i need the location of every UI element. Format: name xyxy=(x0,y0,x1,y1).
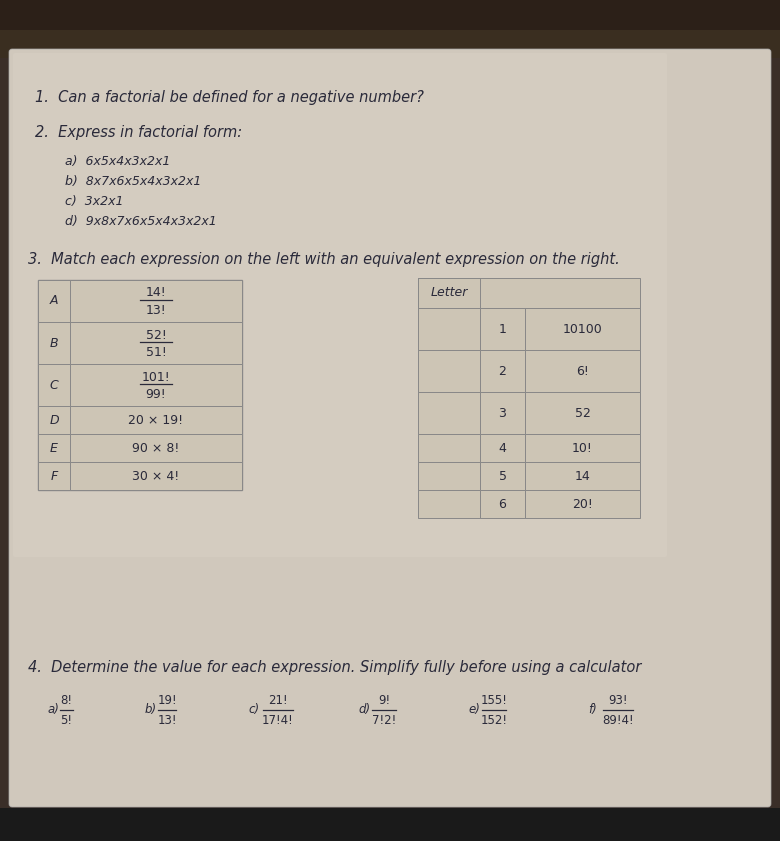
Text: 2.  Express in factorial form:: 2. Express in factorial form: xyxy=(35,125,242,140)
Bar xyxy=(38,462,242,490)
Bar xyxy=(480,392,525,434)
Text: b)  8x7x6x5x4x3x2x1: b) 8x7x6x5x4x3x2x1 xyxy=(65,175,201,188)
Text: 20 × 19!: 20 × 19! xyxy=(129,414,183,426)
Text: 6!: 6! xyxy=(576,364,589,378)
Text: B: B xyxy=(50,336,58,350)
Bar xyxy=(418,278,480,308)
Bar xyxy=(0,0,780,55)
Text: 4: 4 xyxy=(498,442,506,454)
Text: c): c) xyxy=(248,704,259,717)
Bar xyxy=(38,434,242,462)
Bar xyxy=(418,434,480,462)
Text: 93!: 93! xyxy=(608,694,628,706)
Text: 89!4!: 89!4! xyxy=(602,713,634,727)
Bar xyxy=(38,462,70,490)
FancyBboxPatch shape xyxy=(13,53,667,557)
Bar xyxy=(480,462,525,490)
Text: Letter: Letter xyxy=(431,287,468,299)
Bar xyxy=(38,364,242,406)
Text: 17!4!: 17!4! xyxy=(262,713,294,727)
Bar xyxy=(525,434,640,462)
Text: E: E xyxy=(50,442,58,454)
Bar xyxy=(418,462,480,490)
Text: 9!: 9! xyxy=(378,694,390,706)
Bar xyxy=(38,406,242,434)
Text: 20!: 20! xyxy=(572,498,593,510)
Text: 4.  Determine the value for each expression. Simplify fully before using a calcu: 4. Determine the value for each expressi… xyxy=(28,660,641,675)
Text: 13!: 13! xyxy=(146,304,166,316)
Text: e): e) xyxy=(468,704,480,717)
Bar xyxy=(38,364,70,406)
Text: 7!2!: 7!2! xyxy=(372,713,396,727)
Text: 2: 2 xyxy=(498,364,506,378)
Text: 99!: 99! xyxy=(146,388,166,400)
FancyBboxPatch shape xyxy=(9,49,771,807)
Text: D: D xyxy=(49,414,58,426)
Text: 8!: 8! xyxy=(60,694,72,706)
Bar xyxy=(418,308,480,350)
Text: b): b) xyxy=(145,704,157,717)
Bar xyxy=(418,490,480,518)
Text: c)  3x2x1: c) 3x2x1 xyxy=(65,195,123,208)
Bar xyxy=(480,434,525,462)
Text: 52!: 52! xyxy=(146,329,166,341)
Text: F: F xyxy=(51,469,58,483)
Bar xyxy=(418,278,640,308)
Text: 14!: 14! xyxy=(146,287,166,299)
Bar xyxy=(38,434,70,462)
Text: 3.  Match each expression on the left with an equivalent expression on the right: 3. Match each expression on the left wit… xyxy=(28,252,620,267)
Bar xyxy=(525,490,640,518)
Bar xyxy=(525,392,640,434)
Text: d)  9x8x7x6x5x4x3x2x1: d) 9x8x7x6x5x4x3x2x1 xyxy=(65,215,217,228)
Bar xyxy=(418,350,480,392)
Text: C: C xyxy=(50,378,58,392)
Text: 5!: 5! xyxy=(60,713,72,727)
Text: 152!: 152! xyxy=(480,713,508,727)
Text: 13!: 13! xyxy=(158,713,177,727)
Bar xyxy=(38,280,70,322)
Text: 52: 52 xyxy=(575,406,590,420)
Text: 5: 5 xyxy=(498,469,506,483)
Bar xyxy=(525,308,640,350)
Text: 19!: 19! xyxy=(158,694,177,706)
Bar xyxy=(525,350,640,392)
Text: d): d) xyxy=(358,704,370,717)
Text: 101!: 101! xyxy=(142,371,170,383)
Bar xyxy=(0,30,780,58)
Text: 1.  Can a factorial be defined for a negative number?: 1. Can a factorial be defined for a nega… xyxy=(35,90,424,105)
Text: 3: 3 xyxy=(498,406,506,420)
Text: 1: 1 xyxy=(498,322,506,336)
Text: a): a) xyxy=(48,704,60,717)
Text: 21!: 21! xyxy=(268,694,288,706)
Bar xyxy=(38,322,70,364)
Text: 14: 14 xyxy=(575,469,590,483)
Bar xyxy=(38,406,70,434)
Bar xyxy=(38,280,242,322)
Text: 10100: 10100 xyxy=(562,322,602,336)
Bar xyxy=(38,322,242,364)
Bar xyxy=(418,392,480,434)
Text: 90 × 8!: 90 × 8! xyxy=(133,442,179,454)
Bar xyxy=(38,280,242,490)
Text: a)  6x5x4x3x2x1: a) 6x5x4x3x2x1 xyxy=(65,155,170,168)
Text: 51!: 51! xyxy=(146,346,166,358)
Bar xyxy=(480,490,525,518)
Text: 155!: 155! xyxy=(480,694,508,706)
Bar xyxy=(480,308,525,350)
Text: A: A xyxy=(50,294,58,308)
Text: 30 × 4!: 30 × 4! xyxy=(133,469,179,483)
Text: 10!: 10! xyxy=(572,442,593,454)
Bar xyxy=(480,350,525,392)
Bar xyxy=(525,462,640,490)
Text: 6: 6 xyxy=(498,498,506,510)
Bar xyxy=(0,808,780,841)
Text: f): f) xyxy=(588,704,597,717)
